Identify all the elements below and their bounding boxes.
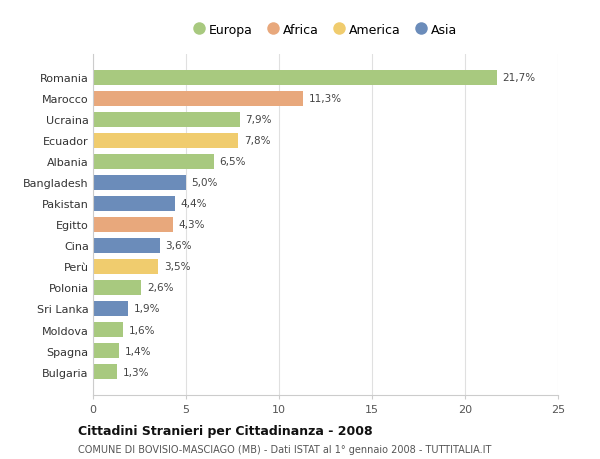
Bar [93, 175, 186, 190]
Bar [93, 364, 117, 379]
Text: 5,0%: 5,0% [191, 178, 218, 188]
Bar [93, 259, 158, 274]
Text: 4,3%: 4,3% [179, 220, 205, 230]
Text: 1,6%: 1,6% [128, 325, 155, 335]
Text: 11,3%: 11,3% [309, 94, 342, 104]
Bar [93, 343, 119, 358]
Text: 1,4%: 1,4% [125, 346, 151, 356]
Text: 2,6%: 2,6% [147, 283, 173, 293]
Text: COMUNE DI BOVISIO-MASCIAGO (MB) - Dati ISTAT al 1° gennaio 2008 - TUTTITALIA.IT: COMUNE DI BOVISIO-MASCIAGO (MB) - Dati I… [78, 444, 491, 454]
Bar [93, 71, 497, 86]
Text: 7,9%: 7,9% [245, 115, 272, 125]
Bar [93, 91, 303, 106]
Text: 3,5%: 3,5% [164, 262, 190, 272]
Bar [93, 112, 240, 128]
Text: 1,3%: 1,3% [123, 367, 149, 377]
Text: 7,8%: 7,8% [244, 136, 270, 146]
Text: 4,4%: 4,4% [181, 199, 207, 209]
Bar [93, 218, 173, 232]
Legend: Europa, Africa, America, Asia: Europa, Africa, America, Asia [190, 21, 461, 41]
Bar [93, 322, 123, 337]
Text: 21,7%: 21,7% [502, 73, 535, 83]
Text: 1,9%: 1,9% [134, 304, 160, 314]
Text: 6,5%: 6,5% [220, 157, 246, 167]
Bar [93, 134, 238, 149]
Text: Cittadini Stranieri per Cittadinanza - 2008: Cittadini Stranieri per Cittadinanza - 2… [78, 424, 373, 437]
Bar [93, 238, 160, 253]
Bar [93, 301, 128, 316]
Bar [93, 196, 175, 212]
Text: 3,6%: 3,6% [166, 241, 192, 251]
Bar [93, 280, 142, 296]
Bar [93, 154, 214, 169]
